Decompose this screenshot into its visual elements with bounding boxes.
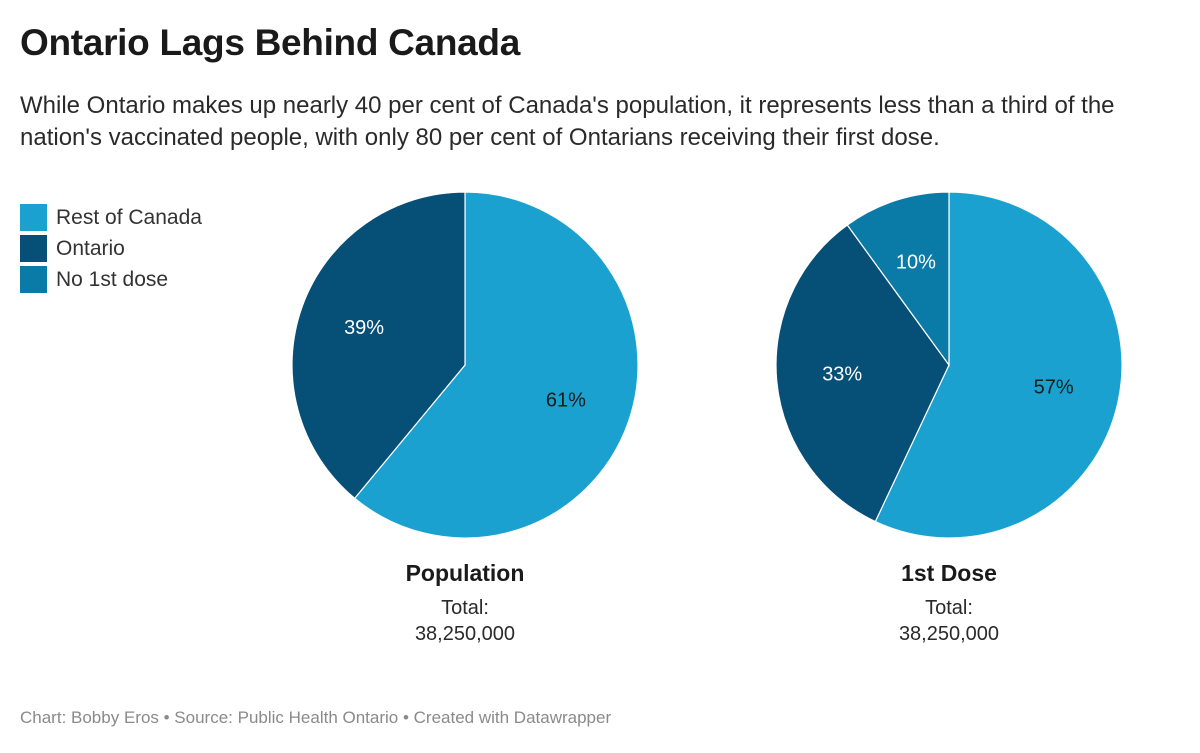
legend-label-ontario: Ontario xyxy=(56,236,125,260)
chart-footer: Chart: Bobby Eros • Source: Public Healt… xyxy=(20,708,612,727)
pie-slice-no-1st-dose xyxy=(846,191,950,367)
first-dose-total-label: Total: xyxy=(925,597,973,619)
population-pie: 61% 39% xyxy=(291,191,639,539)
pie-slice-ontario xyxy=(775,224,950,523)
population-total-value: 38,250,000 xyxy=(414,623,516,645)
legend-label-rest-of-canada: Rest of Canada xyxy=(56,205,202,229)
first-dose-pie: 57% 33% 10% xyxy=(775,191,1123,539)
first-dose-pie-title: 1st Dose xyxy=(901,560,997,586)
chart-subtitle: While Ontario makes up nearly 40 per cen… xyxy=(20,92,1115,151)
legend-swatch-no-first-dose xyxy=(20,266,47,293)
pie-slice-rest-of-canada xyxy=(874,191,1123,539)
legend-label-no-first-dose: No 1st dose xyxy=(56,267,169,291)
chart-title: Ontario Lags Behind Canada xyxy=(20,22,520,63)
population-pie-title: Population xyxy=(405,560,525,586)
pie-slice-ontario xyxy=(291,191,466,500)
legend-item-ontario: Ontario xyxy=(20,233,202,264)
population-total-label: Total: xyxy=(441,597,489,619)
first-dose-total-value: 38,250,000 xyxy=(898,623,1000,645)
legend-swatch-ontario xyxy=(20,235,47,262)
pie-slice-label-rest-of-canada: 61% xyxy=(546,390,586,412)
pie-slice-label-no-1st-dose: 10% xyxy=(896,251,936,273)
legend-swatch-rest-of-canada xyxy=(20,204,47,231)
legend-item-rest-of-canada: Rest of Canada xyxy=(20,202,202,233)
legend-item-no-first-dose: No 1st dose xyxy=(20,264,202,295)
pie-slice-label-ontario: 39% xyxy=(344,317,384,339)
pie-slice-label-rest-of-canada: 57% xyxy=(1034,377,1074,399)
legend: Rest of Canada Ontario No 1st dose xyxy=(20,202,202,295)
pie-slice-rest-of-canada xyxy=(353,191,639,539)
pie-slice-label-ontario: 33% xyxy=(822,363,862,385)
